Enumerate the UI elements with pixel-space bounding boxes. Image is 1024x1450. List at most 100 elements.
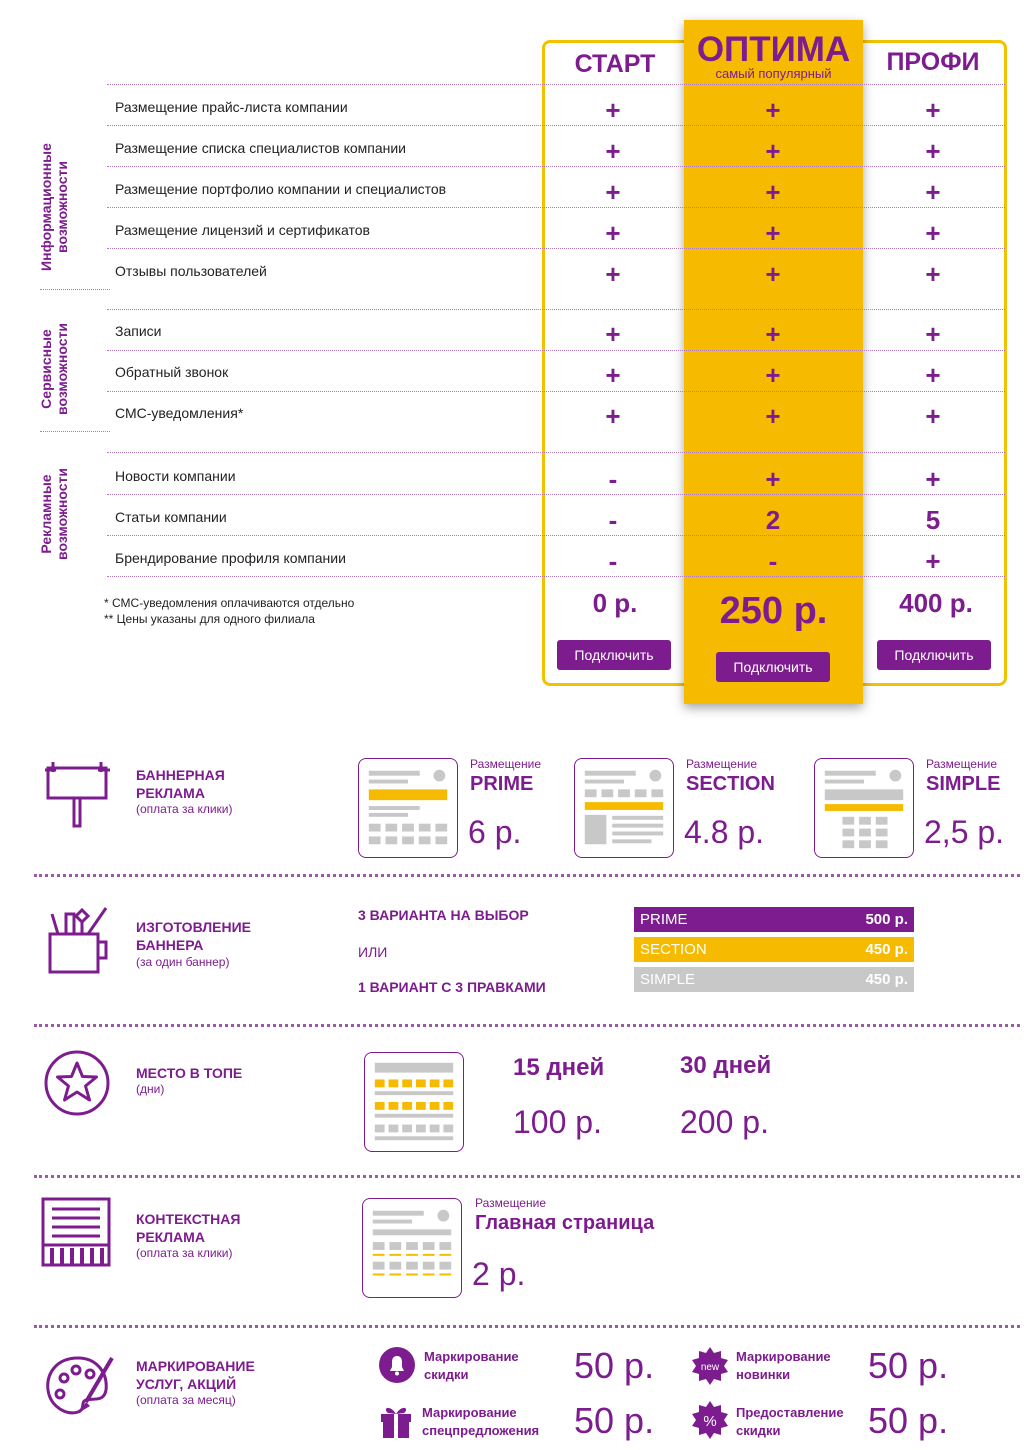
variant-three-choices: 3 ВАРИАНТА НА ВЫБОР xyxy=(358,907,529,923)
feature-start-value: + xyxy=(605,218,621,248)
row-divider xyxy=(107,309,1005,310)
variant-one-with-edits: 1 ВАРИАНТ С 3 ПРАВКАМИ xyxy=(358,979,546,995)
row-divider xyxy=(107,391,1005,392)
main-page-layout-card xyxy=(362,1198,462,1298)
feature-profi-value: + xyxy=(925,319,941,349)
plan-optima-price: 250 р. xyxy=(719,590,828,632)
feature-start-value: - xyxy=(608,464,618,494)
prime-name: PRIME xyxy=(470,773,534,795)
context-label: Размещение xyxy=(475,1196,546,1210)
feature-optima-value: + xyxy=(765,360,781,390)
banner-ads-title: БАННЕРНАЯ РЕКЛАМА xyxy=(136,767,225,801)
connect-profi-button[interactable]: Подключить xyxy=(877,640,991,670)
section-layout-card xyxy=(574,758,674,858)
feature-start-value: + xyxy=(605,319,621,349)
feature-start-value: + xyxy=(605,360,621,390)
mark-new-label: Маркирование новинки xyxy=(736,1349,831,1382)
group-divider xyxy=(40,289,110,290)
group-label-info: Информационные возможности xyxy=(38,143,70,271)
row-divider xyxy=(107,452,1005,453)
banner-production-subtitle: (за один баннер) xyxy=(136,955,230,969)
feature-label: Размещение списка специалистов компании xyxy=(115,140,406,156)
top-place-subtitle: (дни) xyxy=(136,1082,165,1096)
section-divider xyxy=(34,874,1020,877)
feature-label: Размещение портфолио компании и специали… xyxy=(115,181,447,197)
context-name: Главная страница xyxy=(475,1212,655,1234)
percent-badge-icon: % xyxy=(692,1401,728,1439)
feature-profi-value: + xyxy=(925,360,941,390)
section-divider xyxy=(34,1024,1020,1027)
prime-layout-card xyxy=(358,758,458,858)
row-divider xyxy=(107,84,1005,85)
top-15-days: 15 дней xyxy=(513,1054,605,1081)
top-30-days: 30 дней xyxy=(680,1052,772,1079)
group-label-service: Сервисные возможности xyxy=(38,323,70,415)
banner-ads-subtitle: (оплата за клики) xyxy=(136,802,233,816)
feature-optima-value: + xyxy=(765,259,781,289)
feature-label: СМС-уведомления* xyxy=(115,405,244,421)
feature-profi-value: + xyxy=(925,177,941,207)
mark-give-discount-label: Предоставление скидки xyxy=(736,1405,844,1438)
simple-layout-card xyxy=(814,758,914,858)
price-bar-section: SECTION 450 р. xyxy=(634,937,914,962)
top-15-price: 100 р. xyxy=(513,1104,602,1140)
feature-start-value: - xyxy=(608,505,618,535)
plan-profi-title: ПРОФИ xyxy=(886,48,980,76)
feature-optima-value: + xyxy=(765,218,781,248)
footnote-sms: * СМС-уведомления оплачиваются отдельно xyxy=(104,596,355,610)
banner-production-title: ИЗГОТОВЛЕНИЕ БАННЕРА xyxy=(136,919,252,953)
feature-optima-value: + xyxy=(765,95,781,125)
feature-profi-value: + xyxy=(925,546,941,576)
feature-profi-value: + xyxy=(925,401,941,431)
feature-label: Брендирование профиля компании xyxy=(115,550,346,566)
svg-text:%: % xyxy=(703,1413,716,1430)
section-label: Размещение xyxy=(686,757,757,771)
row-divider xyxy=(107,535,1005,536)
feature-optima-value: + xyxy=(765,177,781,207)
feature-start-value: + xyxy=(605,177,621,207)
feature-optima-value: - xyxy=(768,546,778,576)
variant-or: ИЛИ xyxy=(358,944,388,960)
group-divider xyxy=(40,431,110,432)
connect-optima-button[interactable]: Подключить xyxy=(716,652,830,682)
row-divider xyxy=(107,350,1005,351)
feature-profi-value: 5 xyxy=(925,505,941,535)
feature-label: Статьи компании xyxy=(115,509,227,525)
section-price: 4.8 р. xyxy=(684,814,765,850)
feature-label: Отзывы пользователей xyxy=(115,263,267,279)
plan-start-title: СТАРТ xyxy=(574,50,656,78)
feature-optima-value: + xyxy=(765,319,781,349)
top-layout-card xyxy=(364,1052,464,1152)
feature-start-value: + xyxy=(605,401,621,431)
mark-special-price: 50 р. xyxy=(574,1400,655,1441)
top-30-price: 200 р. xyxy=(680,1104,769,1140)
new-badge-icon: new xyxy=(692,1347,728,1385)
prime-price: 6 р. xyxy=(468,814,522,850)
mark-discount-label: Маркирование скидки xyxy=(424,1349,519,1382)
feature-start-value: + xyxy=(605,95,621,125)
top-place-title: МЕСТО В ТОПЕ xyxy=(136,1065,243,1081)
connect-start-button[interactable]: Подключить xyxy=(557,640,671,670)
feature-profi-value: + xyxy=(925,259,941,289)
context-price: 2 р. xyxy=(472,1256,526,1292)
prime-label: Размещение xyxy=(470,757,541,771)
marking-title: МАРКИРОВАНИЕ УСЛУГ, АКЦИЙ xyxy=(136,1358,255,1392)
feature-profi-value: + xyxy=(925,464,941,494)
plan-optima-subtitle: самый популярный xyxy=(715,66,832,81)
section-divider xyxy=(34,1175,1020,1178)
feature-label: Размещение прайс-листа компании xyxy=(115,99,348,115)
row-divider xyxy=(107,576,1005,577)
pencil-cup-icon xyxy=(48,907,108,974)
feature-optima-value: 2 xyxy=(765,505,781,535)
feature-optima-value: + xyxy=(765,136,781,166)
palette-icon xyxy=(46,1356,114,1415)
mark-discount-price: 50 р. xyxy=(574,1345,655,1386)
footnote-prices: ** Цены указаны для одного филиала xyxy=(104,612,315,626)
section-divider xyxy=(34,1325,1020,1328)
simple-name: SIMPLE xyxy=(926,773,1001,795)
row-divider xyxy=(107,166,1005,167)
star-icon xyxy=(44,1050,110,1116)
context-ads-title: КОНТЕКСТНАЯ РЕКЛАМА xyxy=(136,1211,241,1245)
row-divider xyxy=(107,207,1005,208)
group-label-ads: Рекламные возможности xyxy=(38,468,70,560)
